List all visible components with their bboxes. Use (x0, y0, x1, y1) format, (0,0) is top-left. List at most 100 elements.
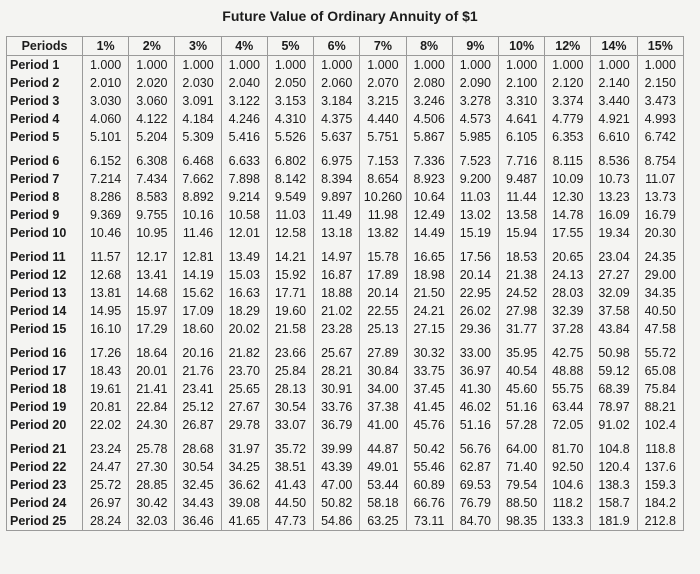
factor-cell: 37.45 (405, 380, 453, 398)
table-row: Period 11 11.57 12.17 12.81 13.49 14.21 14.97 1… (6, 242, 685, 266)
factor-cell: 24.30 (128, 416, 176, 434)
factor-cell: 21.76 (174, 362, 222, 380)
factor-cell: 22.02 (81, 416, 130, 434)
factor-cell: 7.898 (220, 170, 268, 188)
factor-cell: 50.98 (590, 338, 638, 362)
factor-cell: 1.000 (220, 55, 268, 74)
period-label: Period 20 (6, 416, 83, 434)
factor-cell: 59.12 (590, 362, 638, 380)
factor-cell: 8.142 (266, 170, 315, 188)
factor-cell: 8.892 (174, 188, 222, 206)
factor-cell: 23.70 (220, 362, 268, 380)
factor-cell: 9.897 (313, 188, 361, 206)
factor-cell: 17.71 (266, 284, 315, 302)
factor-cell: 12.01 (220, 224, 268, 242)
factor-cell: 1.000 (497, 55, 546, 74)
period-label: Period 10 (6, 224, 83, 242)
table-row: Period 25 28.24 32.03 36.46 41.65 47.73 54.86 6… (6, 512, 685, 531)
factor-cell: 212.8 (636, 512, 685, 531)
table-row: Period 19 20.81 22.84 25.12 27.67 30.54 33.76 3… (6, 398, 685, 416)
factor-cell: 16.10 (81, 320, 130, 338)
column-header: 9% (451, 36, 499, 56)
table-row: Period 5 5.101 5.204 5.309 5.416 5.526 5.637 5.… (6, 128, 685, 146)
factor-cell: 19.34 (590, 224, 638, 242)
factor-cell: 133.3 (544, 512, 592, 531)
factor-cell: 8.286 (81, 188, 130, 206)
factor-cell: 40.54 (497, 362, 546, 380)
factor-cell: 5.101 (81, 128, 130, 146)
factor-cell: 27.67 (220, 398, 268, 416)
header-row: Periods 1% 2% 3% 4% 5% 6% 7% 8% 9% 10% 12% 14% 15% (6, 36, 685, 56)
period-label: Period 19 (6, 398, 83, 416)
factor-cell: 18.53 (497, 242, 546, 266)
table-title: Future Value of Ordinary Annuity of $1 (222, 8, 478, 24)
factor-cell: 16.09 (590, 206, 638, 224)
factor-cell: 11.07 (636, 170, 685, 188)
factor-cell: 10.260 (359, 188, 407, 206)
factor-cell: 53.44 (359, 476, 407, 494)
factor-cell: 11.98 (359, 206, 407, 224)
factor-cell: 4.375 (313, 110, 361, 128)
table-row: Period 9 9.369 9.755 10.16 10.58 11.03 11.49 11… (6, 206, 685, 224)
factor-cell: 44.87 (359, 434, 407, 458)
factor-cell: 5.526 (266, 128, 315, 146)
column-header: 1% (81, 36, 130, 56)
factor-cell: 33.76 (313, 398, 361, 416)
factor-cell: 29.00 (636, 266, 685, 284)
factor-cell: 3.184 (313, 92, 361, 110)
factor-cell: 10.09 (544, 170, 592, 188)
factor-cell: 34.43 (174, 494, 222, 512)
factor-cell: 2.020 (128, 74, 176, 92)
factor-cell: 32.45 (174, 476, 222, 494)
factor-cell: 18.88 (313, 284, 361, 302)
factor-cell: 20.16 (174, 338, 222, 362)
factor-cell: 20.81 (81, 398, 130, 416)
factor-cell: 7.716 (497, 146, 546, 170)
factor-cell: 48.88 (544, 362, 592, 380)
factor-cell: 69.53 (451, 476, 499, 494)
factor-cell: 5.309 (174, 128, 222, 146)
factor-cell: 17.09 (174, 302, 222, 320)
table-row: Period 3 3.030 3.060 3.091 3.122 3.153 3.184 3.… (6, 92, 685, 110)
factor-cell: 4.993 (636, 110, 685, 128)
factor-cell: 184.2 (636, 494, 685, 512)
table-row: Period 16 17.26 18.64 20.16 21.82 23.66 25.67 2… (6, 338, 685, 362)
factor-cell: 45.76 (405, 416, 453, 434)
period-label: Period 23 (6, 476, 83, 494)
factor-cell: 12.17 (128, 242, 176, 266)
column-header: 15% (636, 36, 685, 56)
table-row: Period 13 13.81 14.68 15.62 16.63 17.71 18.88 2… (6, 284, 685, 302)
factor-cell: 42.75 (544, 338, 592, 362)
table-row: Period 22 24.47 27.30 30.54 34.25 38.51 43.39 4… (6, 458, 685, 476)
factor-cell: 6.353 (544, 128, 592, 146)
factor-cell: 55.46 (405, 458, 453, 476)
table-row: Period 23 25.72 28.85 32.45 36.62 41.43 47.00 5… (6, 476, 685, 494)
factor-cell: 34.00 (359, 380, 407, 398)
factor-cell: 11.57 (81, 242, 130, 266)
factor-cell: 10.95 (128, 224, 176, 242)
factor-cell: 118.8 (636, 434, 685, 458)
factor-cell: 14.95 (81, 302, 130, 320)
factor-cell: 7.434 (128, 170, 176, 188)
factor-cell: 20.14 (451, 266, 499, 284)
factor-cell: 6.610 (590, 128, 638, 146)
factor-cell: 12.81 (174, 242, 222, 266)
factor-cell: 6.742 (636, 128, 685, 146)
factor-cell: 91.02 (590, 416, 638, 434)
factor-cell: 37.28 (544, 320, 592, 338)
factor-cell: 6.633 (220, 146, 268, 170)
factor-cell: 23.24 (81, 434, 130, 458)
factor-cell: 15.94 (497, 224, 546, 242)
factor-cell: 4.440 (359, 110, 407, 128)
factor-cell: 20.01 (128, 362, 176, 380)
factor-cell: 159.3 (636, 476, 685, 494)
column-header: 2% (128, 36, 176, 56)
factor-cell: 37.38 (359, 398, 407, 416)
factor-cell: 2.100 (497, 74, 546, 92)
table-row: Period 15 16.10 17.29 18.60 20.02 21.58 23.28 2… (6, 320, 685, 338)
factor-cell: 3.310 (497, 92, 546, 110)
period-label: Period 14 (6, 302, 83, 320)
factor-cell: 36.62 (220, 476, 268, 494)
factor-cell: 7.523 (451, 146, 499, 170)
period-label: Period 17 (6, 362, 83, 380)
